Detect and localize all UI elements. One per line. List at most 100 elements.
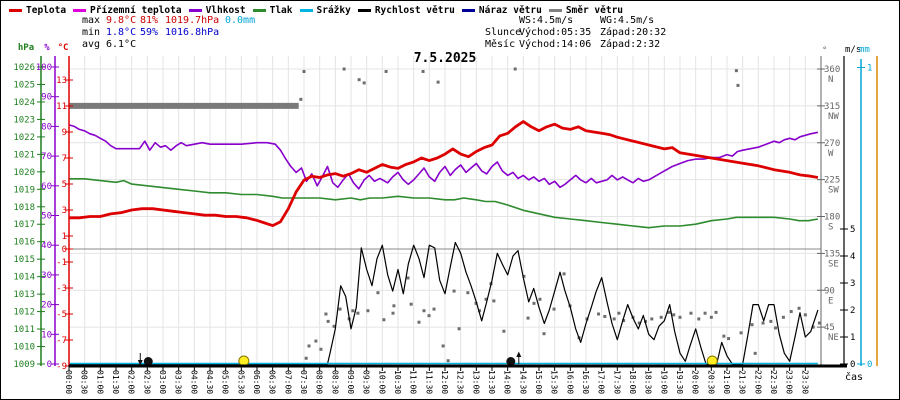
axis-label: 100 [36, 63, 52, 73]
axis-label: 18:00 [628, 370, 637, 394]
teplota-swatch-icon [9, 8, 22, 12]
smer-vetru-body-point [678, 315, 682, 319]
smer-vetru-body-point [421, 69, 425, 73]
axis-label: 1 [867, 64, 872, 74]
stat-max-label: max [82, 15, 101, 26]
legend-label: Srážky [316, 4, 351, 16]
axis-label: 0 [62, 245, 67, 255]
legend-item-naraz-vetru: Náraz větru [461, 4, 542, 16]
stat-max-hum: 81% [140, 15, 159, 26]
axis-label: 10:00 [377, 370, 386, 394]
axis-label: 9 [62, 128, 67, 138]
axis-label: 3 [62, 206, 67, 216]
axis-label: 15:30 [550, 370, 559, 394]
axis-label: 315 [824, 102, 840, 112]
axis-label: % [44, 43, 50, 53]
axis-label: 01:00 [95, 370, 104, 394]
axis-label: 1014 [13, 273, 35, 283]
smer-vetru-body-point [366, 309, 370, 313]
axis-label: 04:30 [205, 370, 214, 394]
smer-vetru-body-point [734, 69, 738, 73]
axis-label: 1021 [13, 150, 35, 160]
stat-sun-set: Západ:20:32 [600, 27, 667, 38]
rychlost-vetru-swatch-icon [357, 8, 371, 12]
axis-label: hPa [18, 43, 34, 53]
axis-label: 30 [41, 271, 52, 281]
axis-label: 16:00 [565, 370, 574, 394]
stat-min-hum: 59% [140, 27, 159, 38]
smer-vetru-body-point [562, 272, 566, 276]
axis-label: 1 [62, 232, 67, 242]
axis-label: SE [828, 259, 839, 269]
smer-vetru-body-point [703, 311, 707, 315]
axis-label: 4 [850, 252, 855, 262]
stat-min-pres: 1016.8hPa [165, 27, 220, 38]
axis-label: 45 [824, 323, 835, 333]
axis-label: 06:30 [268, 370, 277, 394]
axis-label: 60 [41, 182, 52, 192]
legend-item-rychlost-vetru: Rychlost větru [357, 4, 455, 16]
teplota-line [69, 120, 819, 228]
stat-sun-rise: Východ:05:35 [519, 27, 592, 38]
axis-label: 5 [850, 225, 855, 235]
smer-vetru-body-point [356, 311, 360, 315]
smer-vetru-body-point [709, 315, 713, 319]
stat-min-label: min [82, 27, 101, 38]
axis-label: -5 [56, 310, 67, 320]
axis-label: 20:30 [706, 370, 715, 394]
smer-vetru-body-point [502, 329, 506, 333]
axis-label: 1022 [13, 133, 35, 143]
axis-label: 11 [56, 102, 67, 112]
smer-vetru-body-point [446, 359, 450, 363]
axis-label: 02:00 [127, 370, 136, 394]
axis-label: 07:30 [299, 370, 308, 394]
axis-label: 05:00 [221, 370, 230, 394]
stat-moon-label: Měsíc [485, 39, 516, 50]
legend-item-smer-vetru: Směr větru [548, 5, 623, 16]
axis-label: 0 [850, 360, 855, 370]
axis-label: 17:30 [612, 370, 621, 394]
axis-label: SW [828, 186, 839, 196]
axis-label: 23:30 [800, 370, 809, 394]
axis-label: 11:30 [424, 370, 433, 394]
legend-label: Rychlost větru [374, 4, 455, 16]
smer-vetru-body-point [637, 321, 641, 325]
axis-label: NW [828, 112, 839, 122]
smer-vetru-body-point [338, 307, 342, 311]
smer-vetru-body-point [409, 302, 413, 306]
smer-vetru-body-point [382, 318, 386, 322]
smer-vetru-body-point [332, 324, 336, 328]
legend-label: Přízemní teplota [90, 4, 182, 16]
axis-label: W [828, 149, 834, 159]
smer-vetru-body-point [617, 311, 621, 315]
axis-label: 1009 [13, 360, 35, 370]
smer-vetru-body-point [417, 320, 421, 324]
axis-label: 70 [41, 152, 52, 162]
axis-label: 08:00 [315, 370, 324, 394]
stat-ws: WS:4.5m/s [519, 15, 574, 26]
axis-label: 0 [47, 360, 52, 370]
axis-label: 09:30 [362, 370, 371, 394]
legend-label: Náraz větru [478, 4, 542, 16]
smer-vetru-body-point [667, 310, 671, 314]
axis-label: 00:30 [80, 370, 89, 394]
axis-label: 03:00 [158, 370, 167, 394]
smer-vetru-body-point [789, 310, 793, 314]
smer-vetru-body-point [612, 317, 616, 321]
smer-vetru-body-point [552, 307, 556, 311]
legend-label: Vlhkost [205, 4, 246, 16]
stat-avg-label: avg [82, 39, 101, 50]
axis-label: 1020 [13, 168, 35, 178]
x-axis-baseline [69, 364, 847, 368]
axis-label: -3 [56, 284, 67, 294]
axis-label: čas [845, 371, 863, 383]
axis-label: 17:00 [597, 370, 606, 394]
axis-label: 80 [41, 122, 52, 132]
axis-label: 90 [824, 286, 835, 296]
smer-vetru-body-point [422, 309, 426, 313]
smer-vetru-body-point [391, 311, 395, 315]
tlak-line [69, 178, 819, 229]
axis-label: N [828, 75, 833, 85]
axis-label: -9 [56, 362, 67, 372]
axis-label: 90 [41, 93, 52, 103]
